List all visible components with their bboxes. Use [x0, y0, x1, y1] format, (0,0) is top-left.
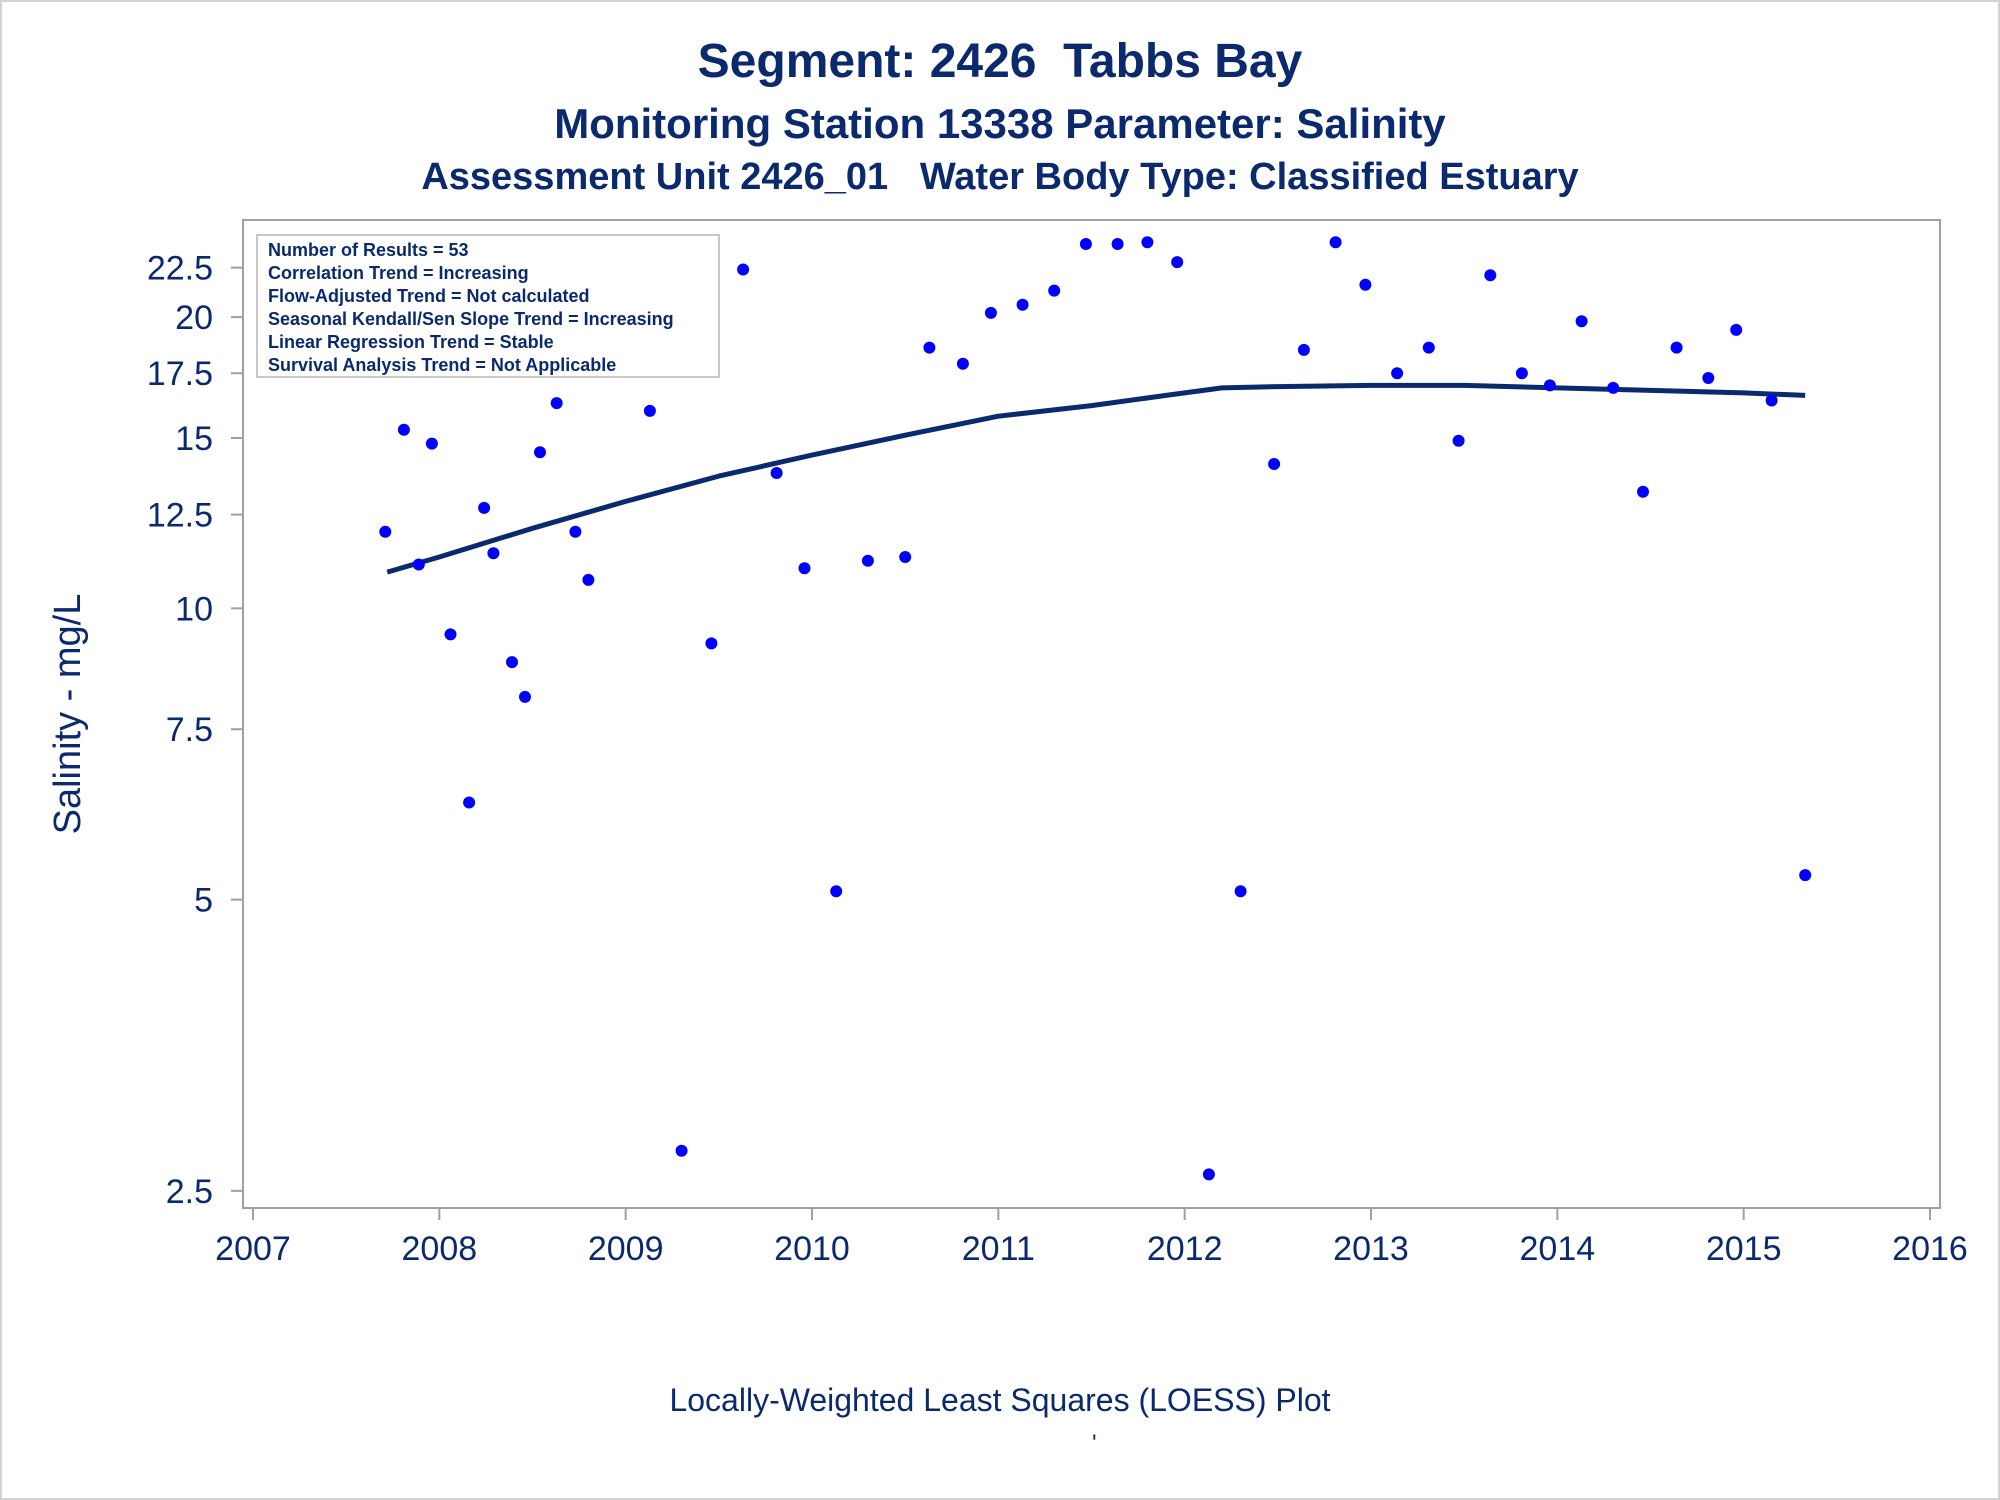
stat-line-survival-analysis: Survival Analysis Trend = Not Applicable [268, 355, 616, 375]
data-point [444, 628, 457, 641]
x-tick-label: 2012 [1147, 1230, 1223, 1268]
data-point [923, 341, 936, 354]
plot-area [242, 219, 1941, 1209]
y-tick-label: 15 [175, 420, 213, 458]
data-point [1637, 485, 1649, 498]
stat-line-flow-adjusted: Flow-Adjusted Trend = Not calculated [268, 286, 590, 306]
data-point [737, 263, 750, 276]
data-point [412, 558, 425, 571]
x-axis: 2007 2008 2009 2010 2011 2012 2013 2014 2015 2016 [215, 1208, 1968, 1268]
x-tick-label: 2011 [962, 1230, 1035, 1268]
data-point [1202, 1168, 1215, 1181]
data-point [1111, 238, 1124, 250]
x-tick-label: 2010 [774, 1230, 850, 1268]
data-point [1484, 269, 1497, 282]
stat-line-linear-regression: Linear Regression Trend = Stable [268, 332, 554, 352]
x-tick-label: 2015 [1706, 1230, 1782, 1268]
chart-subtitle-station: Monitoring Station 13338 Parameter: Sali… [554, 100, 1446, 147]
data-point [582, 573, 595, 586]
data-point [534, 446, 546, 459]
data-point [1422, 341, 1435, 354]
y-tick-label: 5 [194, 882, 213, 920]
data-point [550, 397, 563, 410]
stats-box-border [256, 234, 720, 378]
stat-line-seasonal-kendall: Seasonal Kendall/Sen Slope Trend = Incre… [268, 309, 674, 329]
data-point [1359, 278, 1372, 291]
data-point [1515, 367, 1528, 380]
data-point [675, 1144, 688, 1157]
chart-subtitle-assessment: Assessment Unit 2426_01 Water Body Type:… [421, 156, 1579, 198]
data-point [1670, 341, 1683, 354]
data-point [506, 656, 518, 669]
footnote-mark: ' [1092, 1430, 1097, 1457]
data-point [1268, 458, 1281, 470]
data-point [397, 423, 410, 436]
data-point [1234, 885, 1247, 898]
data-point [1765, 394, 1778, 407]
data-points [379, 236, 1812, 1181]
data-point [1702, 372, 1715, 384]
data-point [770, 467, 783, 479]
y-tick-label: 20 [175, 299, 213, 337]
data-point [487, 547, 500, 560]
data-point [1048, 284, 1061, 297]
data-point [899, 551, 912, 563]
data-point [1452, 434, 1465, 447]
y-tick-label: 12.5 [147, 497, 213, 535]
y-tick-label: 22.5 [147, 250, 213, 288]
data-point [569, 525, 582, 538]
y-tick-label: 17.5 [147, 355, 213, 393]
data-point [705, 637, 718, 650]
data-point [1329, 236, 1342, 249]
x-tick-label: 2013 [1333, 1230, 1409, 1268]
chart-footnote: Locally-Weighted Least Squares (LOESS) P… [669, 1382, 1331, 1418]
data-point [1016, 298, 1029, 311]
data-point [1575, 315, 1588, 328]
data-point [1543, 379, 1556, 392]
data-point [643, 404, 656, 417]
x-tick-label: 2007 [215, 1230, 291, 1268]
stats-box: Number of Results = 53 Correlation Trend… [256, 234, 720, 378]
stat-line-results: Number of Results = 53 [268, 240, 469, 260]
y-axis: 2.5 5 7.5 10 12.5 15 17.5 20 22.5 [147, 250, 243, 1211]
y-tick-label: 7.5 [166, 711, 213, 749]
data-point [1391, 367, 1404, 380]
data-point [519, 690, 531, 703]
data-point [956, 357, 969, 370]
x-tick-label: 2008 [402, 1230, 478, 1268]
x-tick-label: 2009 [588, 1230, 664, 1268]
y-axis-label: Salinity - mg/L [47, 594, 89, 835]
y-tick-label: 2.5 [166, 1173, 213, 1211]
data-point [463, 796, 476, 809]
data-point [1079, 238, 1092, 250]
data-point [478, 501, 491, 514]
data-point [984, 306, 997, 319]
data-point [1730, 323, 1743, 336]
loess-line [386, 382, 1806, 575]
data-point [798, 562, 811, 575]
data-point [1799, 869, 1812, 882]
data-point [1171, 256, 1184, 269]
data-point [379, 525, 392, 538]
data-point [861, 554, 874, 567]
y-tick-label: 10 [175, 590, 213, 628]
data-point [425, 437, 438, 450]
stat-line-correlation: Correlation Trend = Increasing [268, 263, 529, 283]
chart-title: Segment: 2426 Tabbs Bay [697, 35, 1303, 88]
loess-curve [386, 382, 1806, 575]
data-point [1141, 236, 1154, 249]
x-tick-label: 2014 [1520, 1230, 1596, 1268]
x-tick-label: 2016 [1892, 1230, 1968, 1268]
data-point [1297, 343, 1310, 356]
data-point [1607, 381, 1620, 394]
data-point [830, 885, 843, 898]
